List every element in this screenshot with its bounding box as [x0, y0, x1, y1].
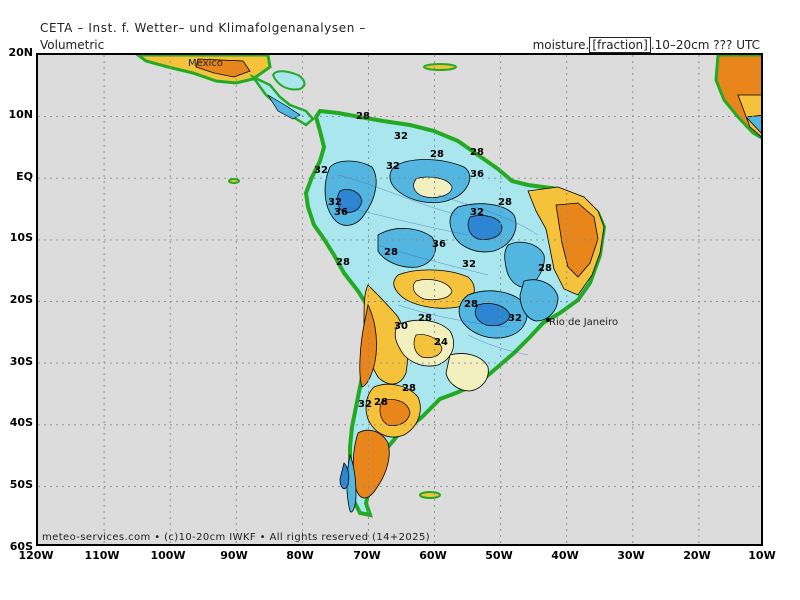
lon-label-70w: 70W	[353, 549, 381, 562]
variable-prefix: moisture.	[532, 38, 590, 52]
lon-label-30w: 30W	[617, 549, 645, 562]
lon-label-120w: 120W	[18, 549, 54, 562]
variable-suffix: .10–20cm ??? UTC	[650, 38, 760, 52]
lat-label-eq: EQ	[16, 170, 33, 183]
chart-title: CETA – Inst. f. Wetter– und Klimafolgena…	[40, 21, 366, 35]
central-america-land	[135, 55, 315, 127]
rio-marker	[546, 318, 550, 322]
contour-label: 28	[356, 111, 370, 122]
contour-label: 28	[470, 147, 484, 158]
contour-label: 28	[374, 397, 388, 408]
contour-label: 28	[538, 263, 552, 274]
lat-label-30s: 30S	[9, 355, 33, 368]
map-canvas: 28 32 32 28 32 36 28 36 28 36 32 28 28 3…	[38, 55, 761, 544]
contour-label: 32	[462, 259, 476, 270]
contour-label: 28	[336, 257, 350, 268]
map-frame[interactable]: 28 32 32 28 32 36 28 36 28 36 32 28 28 3…	[36, 53, 763, 546]
lat-label-10n: 10N	[8, 108, 33, 121]
mexico-fragment-label: Mexico	[188, 58, 223, 69]
lat-label-20s: 20S	[9, 293, 33, 306]
contour-label: 32	[386, 161, 400, 172]
contour-label: 28	[384, 247, 398, 258]
contour-label: 36	[432, 239, 446, 250]
contour-label: 28	[402, 383, 416, 394]
lon-label-60w: 60W	[419, 549, 447, 562]
contour-label: 32	[394, 131, 408, 142]
lon-label-40w: 40W	[551, 549, 579, 562]
contour-label: 28	[418, 313, 432, 324]
contour-label: 28	[430, 149, 444, 160]
lat-label-20n: 20N	[8, 46, 33, 59]
lon-label-50w: 50W	[485, 549, 513, 562]
contour-label: 32	[358, 399, 372, 410]
contour-label: 32	[508, 313, 522, 324]
lat-label-10s: 10S	[9, 231, 33, 244]
contour-label: 28	[464, 299, 478, 310]
contour-value-labels: 28 32 32 28 32 36 28 36 28 36 32 28 28 3…	[314, 111, 552, 410]
contour-label: 36	[470, 169, 484, 180]
lon-label-90w: 90W	[220, 549, 248, 562]
variable-type-label: Volumetric	[40, 38, 105, 52]
lon-label-110w: 110W	[84, 549, 120, 562]
lat-label-50s: 50S	[9, 478, 33, 491]
lat-label-40s: 40S	[9, 416, 33, 429]
lon-label-80w: 80W	[286, 549, 314, 562]
footer-copyright: meteo-services.com • (c)10-20cm IWKF • A…	[42, 532, 431, 543]
minor-contour-lines	[337, 174, 539, 356]
contour-label: 32	[314, 165, 328, 176]
contour-label: 32	[328, 197, 342, 208]
variable-name-label: moisture. [fraction] .10–20cm ??? UTC	[532, 37, 760, 53]
contour-label: 24	[434, 337, 448, 348]
contour-label: 32	[470, 207, 484, 218]
moisture-fill-zones	[324, 159, 605, 513]
rio-de-janeiro-label: Rio de Janeiro	[549, 317, 619, 328]
lat-label-60s: 60S	[9, 540, 33, 553]
lon-label-100w: 100W	[150, 549, 186, 562]
contour-label: 36	[334, 207, 348, 218]
graticule	[38, 55, 761, 544]
lon-label-10w: 10W	[748, 549, 776, 562]
contour-label: 30	[394, 321, 408, 332]
lon-label-20w: 20W	[683, 549, 711, 562]
contour-label: 28	[498, 197, 512, 208]
unit-bracket: [fraction]	[589, 37, 651, 53]
